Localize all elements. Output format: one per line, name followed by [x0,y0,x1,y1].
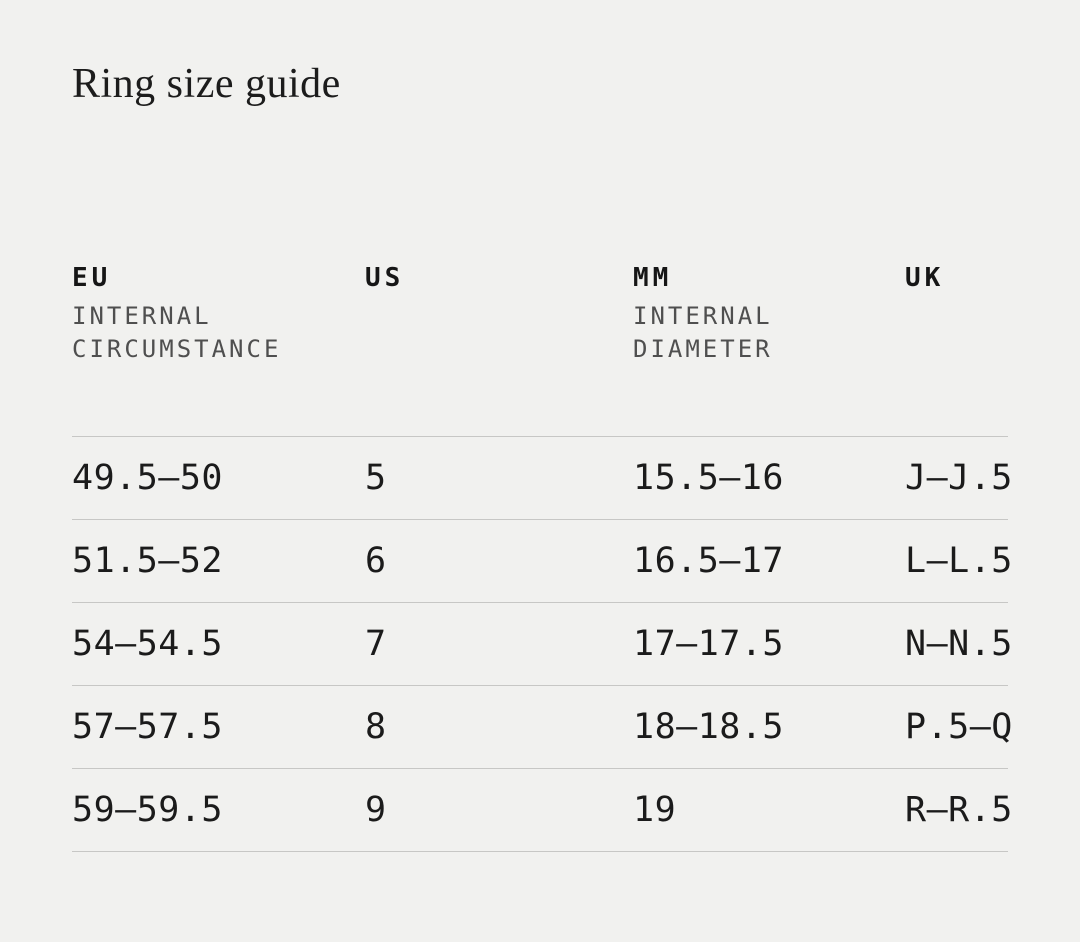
cell-uk: L—L.5 [905,541,1013,581]
cell-us: 8 [365,707,387,747]
cell-uk: J—J.5 [905,458,1013,498]
table-header-row: EU INTERNAL CIRCUMSTANCE US MM INTERNAL … [72,265,1008,436]
cell-eu: 54—54.5 [72,624,224,664]
table-row: 59—59.5 9 19 R—R.5 [72,768,1012,851]
column-header-mm-sublabel-line1: INTERNAL [633,302,773,330]
column-header-eu-sublabel-line2: CIRCUMSTANCE [72,335,282,363]
cell-us: 5 [365,458,387,498]
column-header-us: US [365,265,633,366]
cell-uk: N—N.5 [905,624,1013,664]
cell-uk: R—R.5 [905,790,1013,830]
table-row: 51.5—52 6 16.5—17 L—L.5 [72,519,1012,602]
cell-us: 9 [365,790,387,830]
column-header-us-label: US [365,263,405,293]
column-header-mm-label: MM [633,263,673,293]
table-body: 49.5—50 5 15.5—16 J—J.5 51.5—52 6 16.5—1… [72,436,1012,852]
cell-us: 6 [365,541,387,581]
table-row: 54—54.5 7 17—17.5 N—N.5 [72,602,1012,685]
cell-eu: 59—59.5 [72,790,224,830]
cell-mm: 15.5—16 [633,458,785,498]
cell-eu: 51.5—52 [72,541,224,581]
column-header-mm-sublabel-line2: DIAMETER [633,335,773,363]
column-header-eu-sublabel-line1: INTERNAL [72,302,212,330]
page-title: Ring size guide [72,61,341,107]
column-header-eu-sublabel: INTERNAL CIRCUMSTANCE [72,300,365,366]
table-row: 49.5—50 5 15.5—16 J—J.5 [72,436,1012,519]
cell-eu: 49.5—50 [72,458,224,498]
column-header-mm: MM INTERNAL DIAMETER [633,265,905,366]
column-header-uk-label: UK [905,263,945,293]
cell-mm: 16.5—17 [633,541,785,581]
column-header-eu-label: EU [72,263,112,293]
column-header-mm-sublabel: INTERNAL DIAMETER [633,300,905,366]
cell-uk: P.5—Q [905,707,1013,747]
column-header-eu: EU INTERNAL CIRCUMSTANCE [72,265,365,366]
cell-eu: 57—57.5 [72,707,224,747]
cell-us: 7 [365,624,387,664]
ring-size-guide-page: Ring size guide EU INTERNAL CIRCUMSTANCE… [72,61,1012,852]
column-header-uk: UK [905,265,1008,366]
cell-mm: 17—17.5 [633,624,785,664]
ring-size-table: EU INTERNAL CIRCUMSTANCE US MM INTERNAL … [72,265,1012,852]
cell-mm: 19 [633,790,677,830]
table-row: 57—57.5 8 18—18.5 P.5—Q [72,685,1012,768]
cell-mm: 18—18.5 [633,707,785,747]
